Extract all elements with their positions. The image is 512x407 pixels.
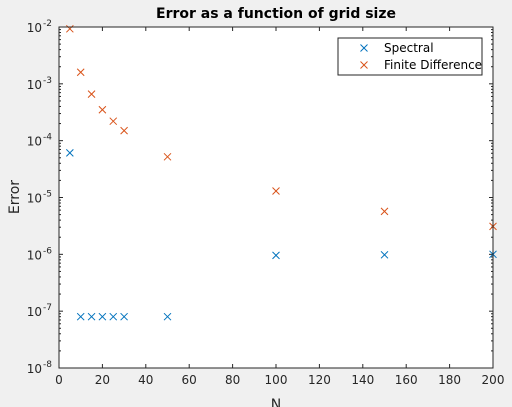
legend-label-spectral: Spectral bbox=[384, 41, 434, 55]
x-tick-label: 120 bbox=[308, 373, 331, 387]
plot-frame bbox=[58, 26, 494, 369]
point-finite-difference bbox=[98, 105, 107, 114]
point-spectral bbox=[109, 312, 118, 321]
x-tick-label: 20 bbox=[95, 373, 110, 387]
point-finite-difference bbox=[109, 117, 118, 126]
y-tick-label: 10 bbox=[27, 21, 42, 35]
point-spectral bbox=[163, 312, 172, 321]
point-finite-difference bbox=[87, 90, 96, 98]
y-tick-label: 10 bbox=[27, 248, 42, 262]
x-tick-label: 100 bbox=[265, 373, 288, 387]
point-spectral bbox=[98, 312, 107, 321]
y-tick-exponent: -8 bbox=[43, 360, 52, 370]
legend-marker-finite-difference bbox=[360, 61, 368, 69]
point-spectral bbox=[120, 312, 128, 321]
x-tick-label: 60 bbox=[182, 373, 197, 387]
point-finite-difference bbox=[163, 152, 172, 161]
point-spectral bbox=[380, 250, 389, 259]
point-finite-difference bbox=[272, 187, 280, 195]
y-tick-exponent: -6 bbox=[43, 246, 52, 256]
x-tick-label: 200 bbox=[482, 373, 505, 387]
x-tick-label: 80 bbox=[225, 373, 240, 387]
y-tick-exponent: -4 bbox=[43, 133, 52, 143]
x-tick-label: 180 bbox=[438, 373, 461, 387]
y-tick-label: 10 bbox=[27, 135, 42, 149]
point-finite-difference bbox=[120, 126, 128, 135]
point-spectral bbox=[272, 251, 280, 260]
point-spectral bbox=[65, 149, 74, 157]
y-tick-label: 10 bbox=[27, 78, 42, 92]
legend-label-finite-difference: Finite Difference bbox=[384, 58, 482, 72]
point-spectral bbox=[87, 312, 96, 321]
x-tick-label: 0 bbox=[55, 373, 63, 387]
point-finite-difference bbox=[65, 24, 74, 33]
x-tick-label: 40 bbox=[138, 373, 153, 387]
data-marks bbox=[65, 24, 497, 321]
x-tick-label: 140 bbox=[351, 373, 374, 387]
y-tick-exponent: -3 bbox=[43, 76, 52, 86]
y-tick-label: 10 bbox=[27, 362, 42, 376]
y-axis-label: Error bbox=[7, 180, 23, 214]
y-tick-exponent: -5 bbox=[43, 190, 52, 200]
point-finite-difference bbox=[76, 68, 85, 77]
point-spectral bbox=[76, 312, 85, 321]
x-axis-label: N bbox=[271, 397, 281, 407]
y-tick-exponent: -2 bbox=[43, 19, 52, 29]
legend-marker-spectral bbox=[360, 44, 368, 52]
y-tick-exponent: -7 bbox=[43, 303, 52, 313]
chart-title: Error as a function of grid size bbox=[156, 6, 396, 22]
y-tick-label: 10 bbox=[27, 305, 42, 319]
legend: Spectral Finite Difference bbox=[337, 37, 483, 76]
y-tick-label: 10 bbox=[27, 192, 42, 206]
point-finite-difference bbox=[380, 207, 389, 216]
plot-area bbox=[59, 27, 493, 368]
legend-box bbox=[337, 37, 483, 76]
x-tick-label: 160 bbox=[395, 373, 418, 387]
